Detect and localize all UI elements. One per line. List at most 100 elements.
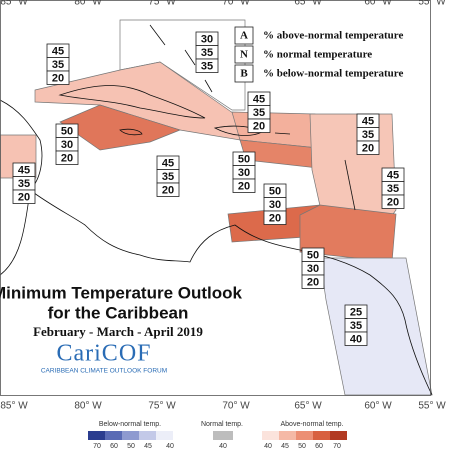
box-cell [156,182,180,197]
probability: 35 [18,178,30,190]
legend-letter: A [240,30,248,42]
probability: 50 [61,125,73,137]
probability: 20 [52,72,64,84]
probability: 45 [387,169,399,181]
box-cell [12,189,36,204]
logo-tagline: CARIBBEAN CLIMATE OUTLOOK FORUM [41,368,167,375]
box-cell [195,58,219,73]
scale-tick: 70 [333,443,341,450]
probability: 45 [18,164,30,176]
legend-letter: N [240,49,248,61]
bottom-axis: 85° W 80° W 75° W 70° W 65° W 60° W 55° W [0,401,446,412]
lon-label: 80° W [74,401,102,412]
probability: 20 [253,120,265,132]
box-cell [46,70,70,85]
logo: CariCOF [56,341,151,367]
probability: 50 [238,153,250,165]
lon-label: 70° W [222,401,250,412]
scale-tick: 70 [93,443,101,450]
lon-label: 55° W [418,401,446,412]
scale-tick: 45 [281,443,289,450]
lon-label: 70° W [222,0,250,8]
lon-label: 75° W [148,401,176,412]
probability: 50 [307,249,319,261]
lon-label: 75° W [148,0,176,8]
scale-tick: 45 [144,443,152,450]
box-cell [356,140,380,155]
probability: 45 [362,115,374,127]
box-cell [344,331,368,346]
scale-label: Normal temp. [201,421,243,428]
probability: 50 [269,185,281,197]
scale-tick: 40 [264,443,272,450]
probability: 45 [253,93,265,105]
probability: 45 [162,157,174,169]
lon-label: 80° W [74,0,102,8]
legend: A % above-normal temperature N % normal … [234,26,403,83]
probability: 30 [201,33,213,45]
probability: 35 [201,60,213,72]
scale-tick: 40 [219,443,227,450]
map-frame [0,0,431,396]
probability: 35 [52,59,64,71]
probability: 30 [61,139,73,151]
lon-label: 65° W [294,0,322,8]
lon-label: 55° W [418,0,446,8]
color-scale: Below-normal temp. Normal temp. Above-no… [88,421,347,440]
scale-tick: 60 [315,443,323,450]
box-cell [247,118,271,133]
title: Minimum Temperature Outlook [0,283,243,302]
lon-label: 85° W [0,0,28,8]
probability: 40 [350,333,362,345]
scale-tick: 50 [127,443,135,450]
lon-label: 60° W [364,401,392,412]
legend-text: % below-normal temperature [263,68,403,80]
probability: 20 [387,196,399,208]
probability: 20 [61,152,73,164]
box-cell [301,274,325,289]
scale-label: Below-normal temp. [99,421,161,428]
probability: 20 [18,191,30,203]
top-axis: 85° W 80° W 75° W 70° W 65° W 60° W 55° W [0,0,446,8]
probability: 35 [201,47,213,59]
box-cell [381,194,405,209]
lon-label: 85° W [0,401,28,412]
probability: 35 [253,107,265,119]
period: February - March - April 2019 [33,324,203,339]
subtitle: for the Caribbean [48,303,189,322]
probability: 20 [362,142,374,154]
probability: 30 [238,167,250,179]
probability: 45 [52,45,64,57]
box-cell [55,150,79,165]
scale-tick: 40 [166,443,174,450]
probability: 35 [362,129,374,141]
box-cell [232,178,256,193]
probability: 20 [307,276,319,288]
probability: 35 [387,183,399,195]
scale-tick: 50 [298,443,306,450]
probability: 25 [350,306,362,318]
probability: 20 [269,212,281,224]
legend-letter: B [240,68,248,80]
probability: 30 [307,263,319,275]
scale-ticks: 70 60 50 45 40 40 40 45 50 60 70 [93,443,341,450]
probability: 35 [162,171,174,183]
probability: 20 [238,180,250,192]
lon-label: 60° W [364,0,392,8]
probability: 35 [350,320,362,332]
probability: 30 [269,199,281,211]
legend-text: % normal temperature [263,49,372,61]
